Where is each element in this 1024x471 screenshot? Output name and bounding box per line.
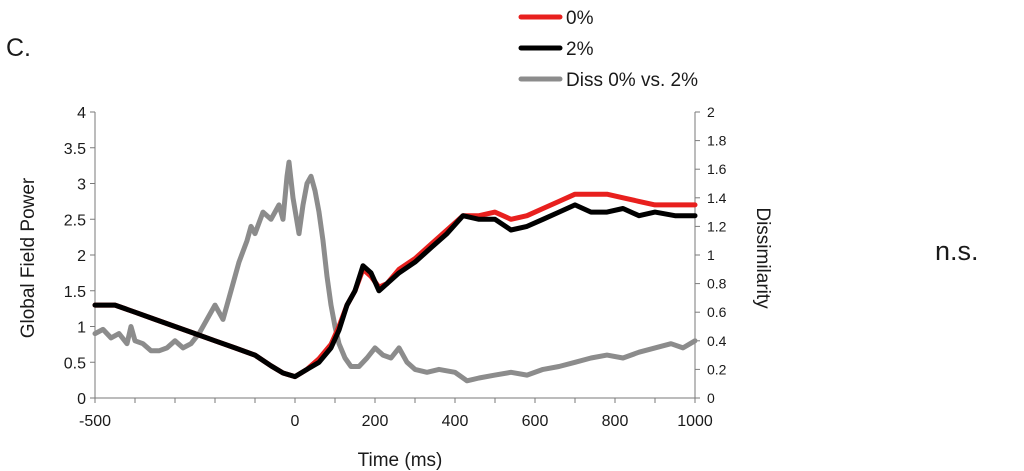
- y-right-tick-label: 0.8: [707, 276, 727, 292]
- significance-annotation: n.s.: [935, 236, 979, 266]
- plot-lines: [92, 159, 698, 384]
- y-right-tick-label: 0.4: [707, 333, 727, 349]
- x-tick-label: 1000: [677, 413, 713, 430]
- x-tick-label: -500: [79, 413, 111, 430]
- y-right-tick-label: 2: [707, 104, 715, 120]
- y-left-tick-label: 2: [77, 248, 86, 265]
- y-right-tick-label: 1: [707, 247, 715, 263]
- x-tick-label: 0: [291, 413, 300, 430]
- series-line-diss-0-vs-2: [92, 159, 698, 384]
- y-left-tick-label: 1: [77, 320, 86, 337]
- y-left-tick-label: 3.5: [64, 141, 86, 158]
- y-left-tick-label: 2.5: [64, 212, 86, 229]
- y-right-tick-label: 0.2: [707, 361, 727, 377]
- legend-label: Diss 0% vs. 2%: [566, 70, 698, 91]
- x-tick-label: 200: [362, 413, 389, 430]
- y-axis-right-title: Dissimilarity: [752, 207, 773, 309]
- y-left-tick-label: 0: [77, 391, 86, 408]
- x-tick-label: 800: [602, 413, 629, 430]
- y-left-tick-label: 0.5: [64, 355, 86, 372]
- y-right-tick-label: 1.2: [707, 218, 727, 234]
- x-tick-label: 400: [442, 413, 469, 430]
- y-left-tick-label: 4: [77, 105, 86, 122]
- y-right-tick-label: 1.6: [707, 161, 727, 177]
- legend-label: 2%: [566, 39, 594, 60]
- y-right-tick-label: 0.6: [707, 304, 727, 320]
- y-right-tick-label: 1.4: [707, 190, 727, 206]
- panel-label: C.: [6, 34, 31, 62]
- y-left-tick-label: 3: [77, 177, 86, 194]
- series-line-2: [92, 202, 698, 380]
- x-axis-title: Time (ms): [358, 450, 443, 471]
- y-right-tick-label: 0: [707, 390, 715, 406]
- y-axis-left-title: Global Field Power: [18, 177, 39, 338]
- x-tick-label: 600: [522, 413, 549, 430]
- legend-label: 0%: [566, 8, 594, 29]
- y-right-tick-label: 1.8: [707, 133, 727, 149]
- legend: 0% 2% Diss 0% vs. 2%: [518, 8, 698, 91]
- axes: -500 0 200 400 600 800 1000 0 0.5 1 1.5 2 2.5 3 3.5 4 0 0…: [64, 104, 727, 430]
- y-left-tick-label: 1.5: [64, 284, 86, 301]
